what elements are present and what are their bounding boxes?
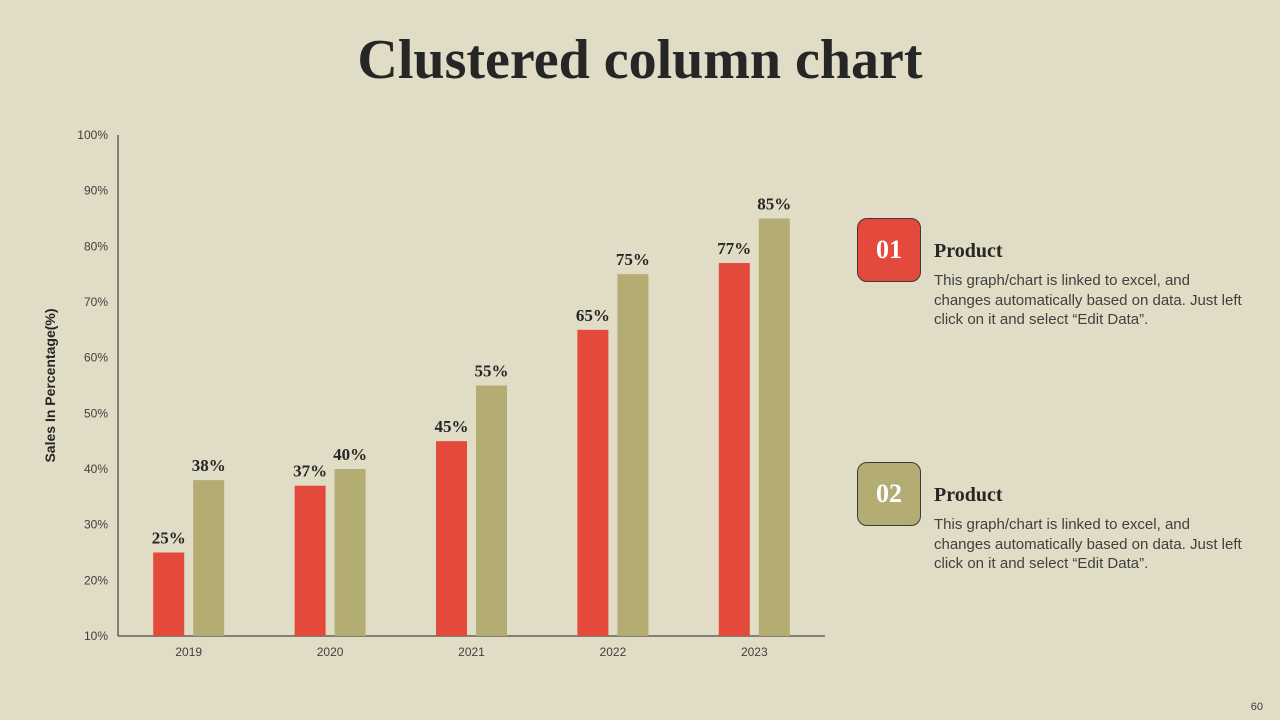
bar-2023-series-1	[718, 263, 750, 636]
bar-2019-series-2	[193, 480, 225, 636]
legend-description-01: This graph/chart is linked to excel, and…	[934, 272, 1242, 328]
data-label: 55%	[475, 362, 509, 381]
y-tick-label: 90%	[84, 184, 108, 198]
data-label: 77%	[717, 239, 751, 258]
bar-2020-series-1	[294, 485, 326, 636]
y-tick-label: 20%	[84, 573, 108, 587]
data-label: 75%	[616, 250, 650, 269]
bar-2022-series-2	[617, 274, 649, 636]
clustered-column-chart: 10% 20% 30% 40% 50% 60% 70% 80% 90% 100% Sales In …	[42, 128, 825, 659]
data-label: 45%	[435, 417, 469, 436]
bar-2021-series-1	[436, 441, 467, 636]
legend-item-02: 02 Product This graph/chart is linked to…	[857, 462, 1257, 572]
data-label: 85%	[757, 195, 791, 214]
y-tick-label: 70%	[84, 295, 108, 309]
x-tick-label: 2019	[175, 645, 202, 659]
bar-2020-series-2	[334, 469, 366, 636]
y-tick-label: 80%	[84, 239, 108, 253]
y-tick-label: 10%	[84, 629, 108, 643]
y-tick-label: 100%	[77, 128, 108, 142]
x-tick-label: 2021	[458, 645, 485, 659]
x-tick-label: 2022	[600, 645, 627, 659]
data-label: 37%	[293, 462, 327, 481]
legend-heading-01: Product	[934, 240, 1003, 262]
data-label: 38%	[192, 456, 226, 475]
y-tick-label: 30%	[84, 518, 108, 532]
bar-2021-series-2	[476, 385, 507, 636]
bar-2022-series-1	[577, 329, 609, 636]
legend-item-01: 01 Product This graph/chart is linked to…	[857, 218, 1257, 328]
page-number: 60	[1250, 701, 1263, 713]
legend-heading-02: Product	[934, 484, 1003, 506]
y-tick-label: 40%	[84, 462, 108, 476]
data-label: 40%	[333, 445, 367, 464]
x-tick-label: 2020	[317, 645, 344, 659]
legend-description-02: This graph/chart is linked to excel, and…	[934, 516, 1242, 572]
legend-badge-01: 01	[857, 218, 921, 282]
bar-2019-series-1	[153, 552, 185, 636]
bar-2023-series-2	[758, 218, 790, 636]
legend-badge-02: 02	[857, 462, 921, 526]
y-axis-label: Sales In Percentage(%)	[42, 308, 58, 462]
y-tick-label: 60%	[84, 351, 108, 365]
data-label: 25%	[152, 529, 186, 548]
y-tick-label: 50%	[84, 406, 108, 420]
data-label: 65%	[576, 306, 610, 325]
page-title: Clustered column chart	[357, 29, 923, 91]
x-tick-label: 2023	[741, 645, 768, 659]
